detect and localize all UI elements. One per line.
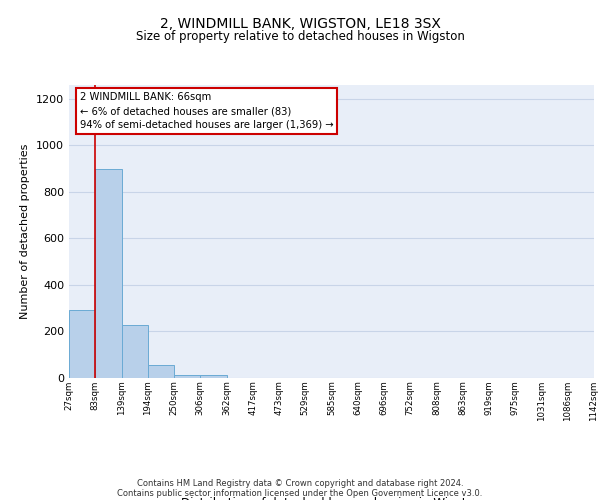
- Bar: [121, 326, 148, 378]
- Text: Contains HM Land Registry data © Crown copyright and database right 2024.: Contains HM Land Registry data © Crown c…: [137, 478, 463, 488]
- X-axis label: Distribution of detached houses by size in Wigston: Distribution of detached houses by size …: [181, 497, 482, 500]
- Bar: [200, 374, 227, 378]
- Bar: [174, 374, 200, 378]
- Bar: [148, 364, 174, 378]
- Text: Size of property relative to detached houses in Wigston: Size of property relative to detached ho…: [136, 30, 464, 43]
- Y-axis label: Number of detached properties: Number of detached properties: [20, 144, 31, 319]
- Text: Contains public sector information licensed under the Open Government Licence v3: Contains public sector information licen…: [118, 488, 482, 498]
- Text: 2 WINDMILL BANK: 66sqm
← 6% of detached houses are smaller (83)
94% of semi-deta: 2 WINDMILL BANK: 66sqm ← 6% of detached …: [79, 92, 333, 130]
- Text: 2, WINDMILL BANK, WIGSTON, LE18 3SX: 2, WINDMILL BANK, WIGSTON, LE18 3SX: [160, 18, 440, 32]
- Bar: [95, 168, 121, 378]
- Bar: [69, 310, 95, 378]
